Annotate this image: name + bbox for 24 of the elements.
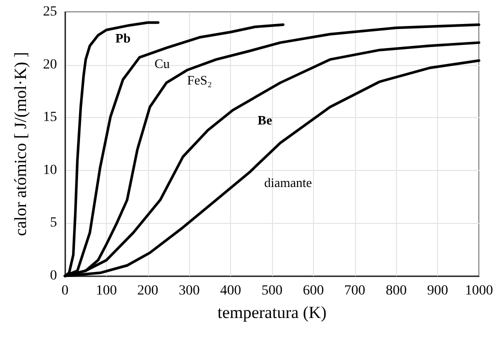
x-tick-label: 600	[302, 284, 324, 298]
y-tick-label: 5	[50, 216, 57, 231]
x-tick-label: 100	[96, 284, 117, 298]
x-tick-label: 200	[137, 284, 158, 298]
y-tick-label: 0	[50, 268, 57, 284]
x-axis-title: temperatura (K)	[217, 303, 327, 322]
x-tick-label: 700	[344, 284, 366, 298]
y-tick-label: 15	[43, 110, 57, 126]
x-tick-label: 800	[386, 284, 407, 298]
x-tick-label: 900	[427, 284, 448, 298]
y-tick-label: 25	[43, 4, 57, 20]
y-axis-title: calor atómico [ J/(mol·K) ]	[11, 52, 30, 236]
series-label: Cu	[154, 56, 170, 71]
x-tick-label: 0	[62, 284, 68, 298]
y-tick-label: 10	[43, 162, 57, 178]
x-tick-label: 500	[262, 284, 282, 298]
series-label: FeS₂	[187, 72, 212, 88]
x-tick-label: 300	[178, 284, 200, 298]
series-label: diamante	[264, 175, 312, 190]
x-tick-label: 400	[220, 284, 242, 298]
x-tick-label: 1000	[465, 284, 493, 298]
series-label: Pb	[115, 30, 131, 46]
series-label: Be	[258, 112, 272, 128]
y-tick-label: 20	[43, 57, 57, 72]
